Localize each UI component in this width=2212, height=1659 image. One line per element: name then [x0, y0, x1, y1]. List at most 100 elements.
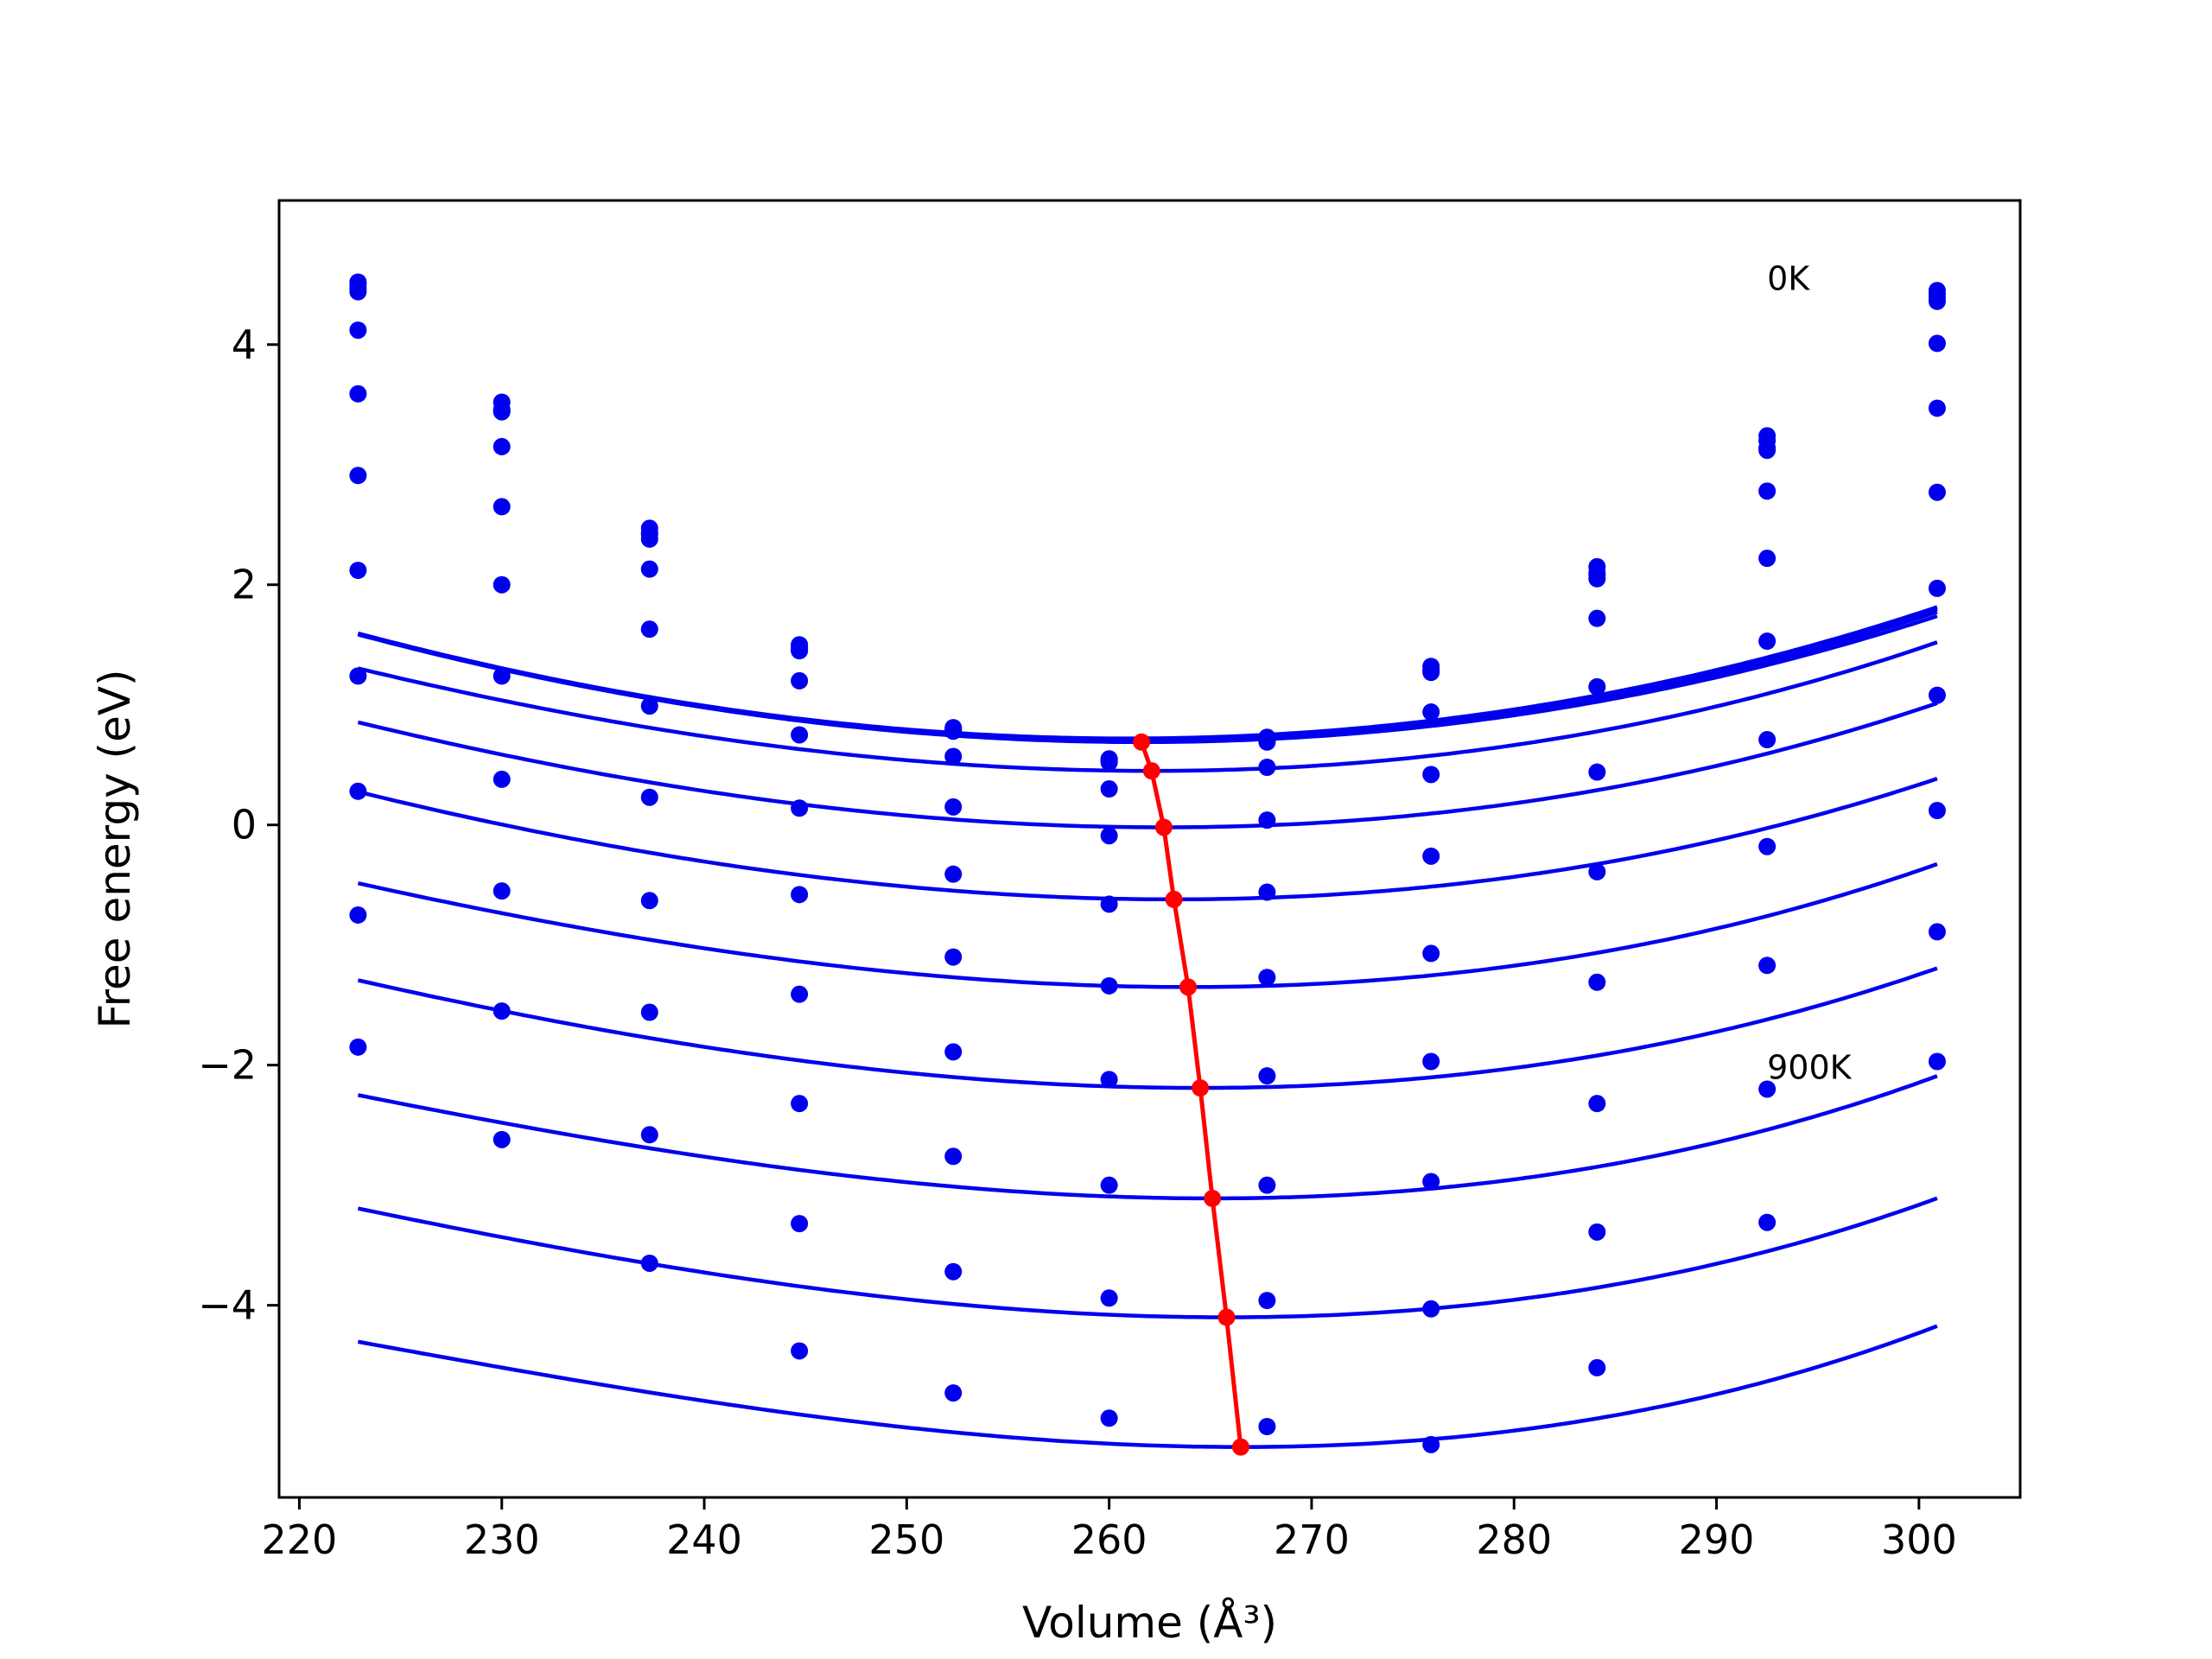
minimum-point — [1217, 1308, 1236, 1326]
data-point — [1258, 732, 1276, 750]
fit-curve-7 — [357, 861, 1938, 989]
data-point — [791, 640, 809, 658]
x-tick-label: 270 — [1274, 1516, 1350, 1563]
data-point — [1758, 550, 1777, 568]
data-point — [493, 498, 511, 516]
data-point — [944, 1043, 963, 1061]
data-point — [1928, 334, 1946, 353]
y-tick-label: 0 — [232, 802, 257, 849]
data-point — [640, 620, 658, 639]
data-point — [1422, 1435, 1440, 1453]
x-tick-label: 280 — [1476, 1516, 1552, 1563]
data-point — [1758, 1080, 1777, 1098]
minimum-locus-line — [1139, 741, 1243, 1447]
fit-curve-5 — [357, 701, 1938, 830]
data-point — [791, 1342, 809, 1360]
data-point — [944, 798, 963, 816]
x-tick-label: 230 — [464, 1516, 540, 1563]
data-point — [1422, 1052, 1440, 1071]
fit-curve-2 — [357, 609, 1938, 743]
data-point — [1100, 1176, 1118, 1194]
data-point — [791, 671, 809, 690]
minimum-point — [1204, 1189, 1222, 1207]
minimum-point — [1165, 890, 1183, 908]
y-axis-label: Free energy (eV) — [90, 669, 140, 1028]
data-point — [1422, 1173, 1440, 1191]
data-point — [944, 865, 963, 883]
fit-curve-3 — [357, 613, 1938, 745]
x-tick-label: 260 — [1071, 1516, 1147, 1563]
data-point — [1758, 957, 1777, 975]
data-point — [349, 906, 367, 924]
data-point — [493, 667, 511, 685]
data-point — [640, 560, 658, 578]
data-point — [1758, 837, 1777, 855]
x-axis-label: Volume (Å³) — [1022, 1598, 1277, 1648]
data-point — [1100, 1409, 1118, 1427]
y-tick-label: 4 — [232, 321, 257, 368]
data-point — [640, 1254, 658, 1272]
data-point — [493, 575, 511, 594]
data-point — [1100, 780, 1118, 798]
x-tick-label: 290 — [1679, 1516, 1755, 1563]
fit-curve-9 — [357, 1074, 1938, 1201]
fit-curves — [357, 605, 1938, 1449]
data-point — [640, 1126, 658, 1144]
data-point — [1422, 847, 1440, 865]
data-point — [791, 726, 809, 744]
data-point — [1928, 1052, 1946, 1071]
data-point — [1258, 1067, 1276, 1085]
data-point — [1422, 662, 1440, 680]
data-point — [1588, 566, 1606, 584]
fit-curve-8 — [357, 966, 1938, 1090]
data-point — [1422, 944, 1440, 963]
y-tick-label: −2 — [198, 1042, 257, 1089]
data-point — [493, 437, 511, 455]
data-point — [1100, 895, 1118, 913]
data-point — [493, 1002, 511, 1020]
data-point — [1100, 827, 1118, 845]
plot-frame — [277, 199, 2022, 1499]
data-point — [791, 886, 809, 904]
data-point — [1588, 973, 1606, 991]
minimum-point — [1154, 818, 1173, 836]
data-point — [1258, 811, 1276, 830]
data-point — [1100, 976, 1118, 995]
data-point — [944, 1147, 963, 1166]
data-point — [1588, 677, 1606, 696]
data-point — [1258, 1176, 1276, 1194]
minimum-point — [1142, 762, 1160, 780]
data-point — [1928, 686, 1946, 704]
y-axis-ticks: −4 −2 0 2 4 — [198, 321, 279, 1329]
data-point — [349, 276, 367, 294]
data-points — [349, 273, 1946, 1453]
data-point — [1100, 753, 1118, 772]
minimum-point — [1133, 733, 1151, 751]
data-point — [1928, 483, 1946, 501]
data-point — [493, 882, 511, 900]
data-point — [1588, 862, 1606, 880]
data-point — [944, 948, 963, 966]
fit-curve-4 — [357, 640, 1938, 773]
data-point — [1258, 1418, 1276, 1436]
data-point — [791, 1215, 809, 1233]
minimum-point — [1231, 1438, 1249, 1456]
data-point — [1588, 763, 1606, 781]
data-point — [640, 525, 658, 543]
data-point — [1928, 923, 1946, 941]
data-point — [944, 721, 963, 739]
data-point — [1588, 609, 1606, 627]
data-point — [640, 697, 658, 715]
data-point — [791, 985, 809, 1003]
data-point — [1100, 1071, 1118, 1089]
data-point — [1588, 1358, 1606, 1376]
data-point — [640, 892, 658, 910]
data-point — [1928, 399, 1946, 417]
fit-curve-10 — [357, 1196, 1938, 1319]
data-point — [1258, 1292, 1276, 1310]
data-point — [1758, 731, 1777, 749]
data-point — [1258, 883, 1276, 901]
x-tick-label: 220 — [262, 1516, 338, 1563]
data-point — [349, 782, 367, 800]
data-point — [791, 799, 809, 817]
